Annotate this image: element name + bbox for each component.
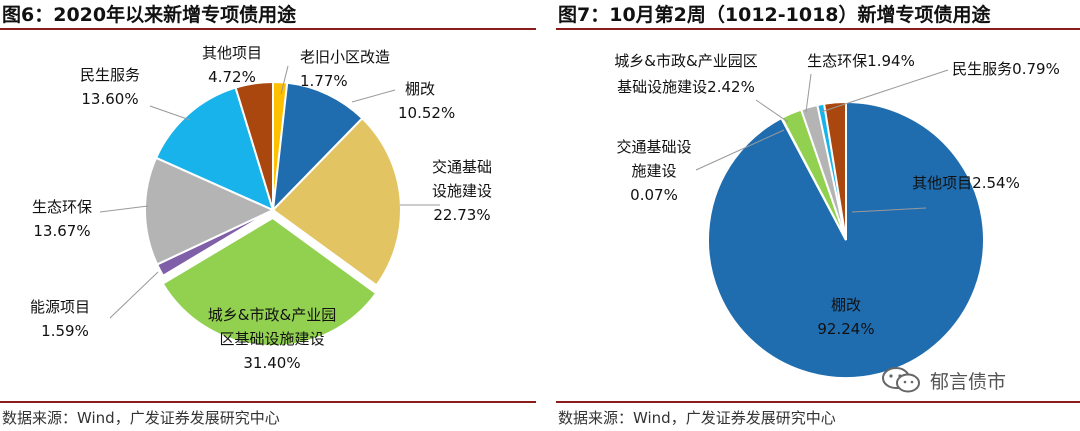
slice-value-label: 0.07%: [630, 186, 678, 204]
title-divider: [556, 28, 1080, 30]
slice-name-label: 生态环保: [32, 198, 92, 216]
pie-slice: [822, 100, 847, 241]
slice-value-label: 1.59%: [41, 322, 89, 340]
watermark-text: 郁言债市: [930, 370, 1007, 393]
slice-name-label: 交通基础设: [616, 138, 691, 156]
slice-name-label: 其他项目: [202, 44, 262, 62]
data-source: 数据来源：Wind，广发证券发展研究中心: [2, 409, 280, 427]
leader-line: [851, 207, 927, 213]
leader-line: [280, 65, 289, 95]
pie-slice: [271, 116, 402, 287]
source-divider: [0, 401, 536, 403]
leader-line: [820, 69, 949, 113]
slice-name-label: 设施建设: [432, 182, 492, 200]
slice-value-label: 1.77%: [300, 72, 348, 90]
leader-line: [351, 89, 396, 103]
pie-chart-panel-left: 图6：2020年以来新增专项债用途 老旧小区改造 1.77% 棚改 10.52% 交通基…: [0, 0, 536, 431]
data-source: 数据来源：Wind，广发证券发展研究中心: [558, 409, 836, 427]
pie-slice: [271, 81, 364, 213]
watermark: 郁言债市: [880, 366, 1006, 394]
slice-name-label: 民生服务: [80, 66, 140, 84]
slice-value-label: 13.60%: [81, 90, 138, 108]
slice-name-label: 能源项目: [30, 298, 90, 316]
slice-name-label: 交通基础: [432, 158, 492, 176]
slice-value-label: 13.67%: [33, 222, 90, 240]
pie-slice: [161, 216, 378, 347]
slice-value-label: 92.24%: [817, 320, 874, 338]
slice-name-label: 民生服务0.79%: [952, 60, 1060, 78]
leader-line: [755, 99, 789, 123]
title-divider: [0, 28, 536, 30]
slice-name-label: 其他项目2.54%: [912, 174, 1020, 192]
pie-slice: [144, 156, 276, 266]
leader-line: [149, 105, 191, 121]
pie-chart-panel-right: 图7：10月第2周（1012-1018）新增专项债用途 棚改 92.24% 交通基础…: [556, 0, 1080, 431]
wechat-icon: [882, 367, 920, 393]
slice-value-label: 4.72%: [208, 68, 256, 86]
slice-name-label: 区基础设施建设: [219, 330, 324, 348]
slice-value-label: 22.73%: [433, 206, 490, 224]
slice-name-label: 施建设: [631, 162, 676, 180]
slice-name-label: 城乡&市政&产业园: [208, 306, 336, 324]
leader-line: [805, 73, 812, 113]
figure-title: 图7：10月第2周（1012-1018）新增专项债用途: [558, 4, 991, 26]
leader-line: [695, 129, 785, 171]
slice-name-label: 生态环保1.94%: [807, 52, 915, 70]
slice-name-label: 城乡&市政&产业园区: [614, 52, 757, 70]
slice-name-label: 基础设施建设2.42%: [617, 78, 755, 96]
leader-line: [99, 205, 149, 213]
slice-name-label: 棚改: [405, 80, 435, 98]
source-divider: [556, 401, 1080, 403]
figure-title: 图6：2020年以来新增专项债用途: [2, 4, 297, 26]
leader-line: [109, 271, 159, 319]
slice-value-label: 10.52%: [398, 104, 455, 122]
slice-name-label: 棚改: [831, 296, 861, 314]
slice-value-label: 31.40%: [243, 354, 300, 372]
pie-slice: [234, 80, 274, 211]
slice-name-label: 老旧小区改造: [300, 48, 390, 66]
